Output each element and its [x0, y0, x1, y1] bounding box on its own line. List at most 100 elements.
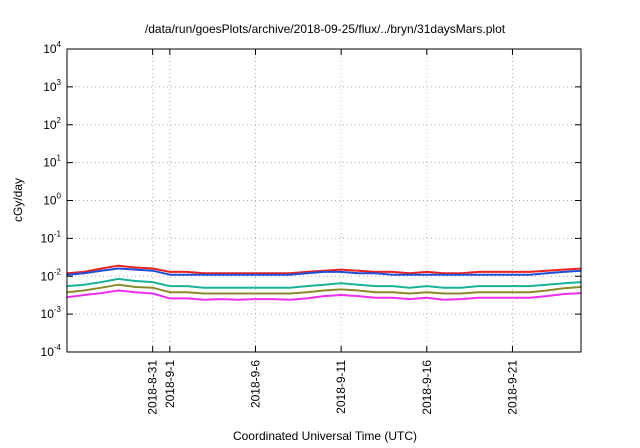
x-axis: 2018-8-31 2018-9-1 2018-9-6 2018-9-11 2018-9… — [146, 49, 519, 415]
data-point — [151, 286, 154, 289]
data-point — [563, 271, 565, 273]
data-point — [151, 292, 154, 295]
data-point — [186, 285, 188, 287]
y-tick-base: 10 — [41, 345, 55, 359]
data-point — [100, 292, 103, 294]
x-tick-label: 2018-9-16 — [420, 360, 434, 415]
y-tick-label: 100 — [43, 192, 61, 208]
grid — [67, 49, 581, 352]
data-point — [528, 285, 531, 287]
data-point — [494, 285, 497, 287]
data-point — [494, 291, 497, 294]
data-point — [100, 281, 103, 283]
y-tick-label: 10-2 — [41, 267, 62, 283]
data-point — [374, 285, 377, 287]
data-point — [545, 295, 548, 297]
data-point — [460, 273, 462, 276]
y-tick-exponent: 0 — [57, 192, 62, 201]
data-point — [426, 297, 428, 299]
x-tick-label: 2018-9-21 — [505, 360, 519, 415]
data-point — [306, 285, 308, 287]
data-point — [494, 273, 497, 276]
data-point — [117, 267, 120, 270]
data-point — [220, 298, 222, 300]
data-point — [563, 282, 565, 285]
y-tick-exponent: -3 — [54, 305, 62, 314]
data-point — [288, 292, 291, 295]
y-tick-exponent: -2 — [54, 267, 62, 276]
data-point — [169, 291, 171, 294]
data-point — [203, 292, 205, 295]
data-point — [220, 292, 222, 295]
data-point — [323, 295, 325, 297]
data-point — [220, 286, 222, 289]
data-point — [134, 286, 137, 288]
data-point — [357, 272, 360, 275]
data-point — [254, 298, 257, 300]
x-axis-label: Coordinated Universal Time (UTC) — [233, 429, 417, 443]
data-point — [271, 273, 274, 276]
data-point — [563, 268, 565, 271]
y-tick-label: 102 — [43, 116, 61, 132]
data-point — [374, 272, 377, 275]
data-point — [528, 291, 531, 294]
y-tick-base: 10 — [43, 80, 57, 94]
y-tick-exponent: 1 — [57, 154, 62, 163]
x-tick-label: 2018-8-31 — [146, 360, 160, 415]
data-point — [186, 291, 188, 294]
data-point — [391, 291, 394, 294]
data-point — [511, 285, 514, 287]
data-point — [477, 297, 480, 299]
data-point — [340, 288, 342, 291]
data-point — [408, 273, 411, 276]
data-point — [237, 286, 240, 289]
data-point — [545, 289, 548, 292]
y-tick-base: 10 — [43, 194, 57, 208]
data-point — [477, 285, 480, 287]
data-point — [391, 273, 394, 276]
data-point — [443, 286, 445, 289]
data-point — [323, 283, 325, 286]
data-point — [83, 289, 85, 292]
data-point — [134, 268, 137, 271]
data-point — [511, 273, 514, 276]
data-point — [151, 269, 154, 272]
data-point — [357, 283, 360, 286]
y-tick-label: 101 — [43, 154, 61, 170]
data-point — [306, 291, 308, 294]
data-point — [117, 264, 120, 267]
data-point — [220, 273, 222, 276]
data-point — [443, 273, 445, 276]
data-point — [271, 292, 274, 295]
y-tick-base: 10 — [43, 42, 57, 56]
data-point — [306, 272, 308, 275]
data-point — [288, 273, 291, 276]
data-point — [254, 273, 257, 276]
y-tick-exponent: 2 — [57, 116, 62, 125]
data-point — [186, 273, 188, 276]
data-point — [306, 297, 308, 300]
data-point — [391, 271, 394, 273]
data-point — [323, 289, 325, 292]
data-point — [117, 283, 120, 286]
data-point — [169, 273, 171, 276]
data-point — [408, 286, 411, 289]
y-tick-base: 10 — [41, 231, 55, 245]
data-point — [426, 285, 428, 287]
data-point — [460, 292, 462, 295]
data-point — [340, 271, 342, 273]
y-tick-base: 10 — [43, 118, 57, 132]
data-point — [545, 283, 548, 286]
data-point — [186, 271, 188, 273]
data-point — [426, 291, 428, 294]
data-point — [169, 285, 171, 287]
data-point — [528, 273, 531, 276]
data-point — [203, 286, 205, 289]
data-point — [203, 273, 205, 276]
data-point — [100, 269, 103, 272]
data-point — [357, 295, 360, 297]
y-tick-label: 10-3 — [41, 305, 62, 321]
data-point — [340, 268, 342, 271]
data-point — [186, 297, 188, 300]
